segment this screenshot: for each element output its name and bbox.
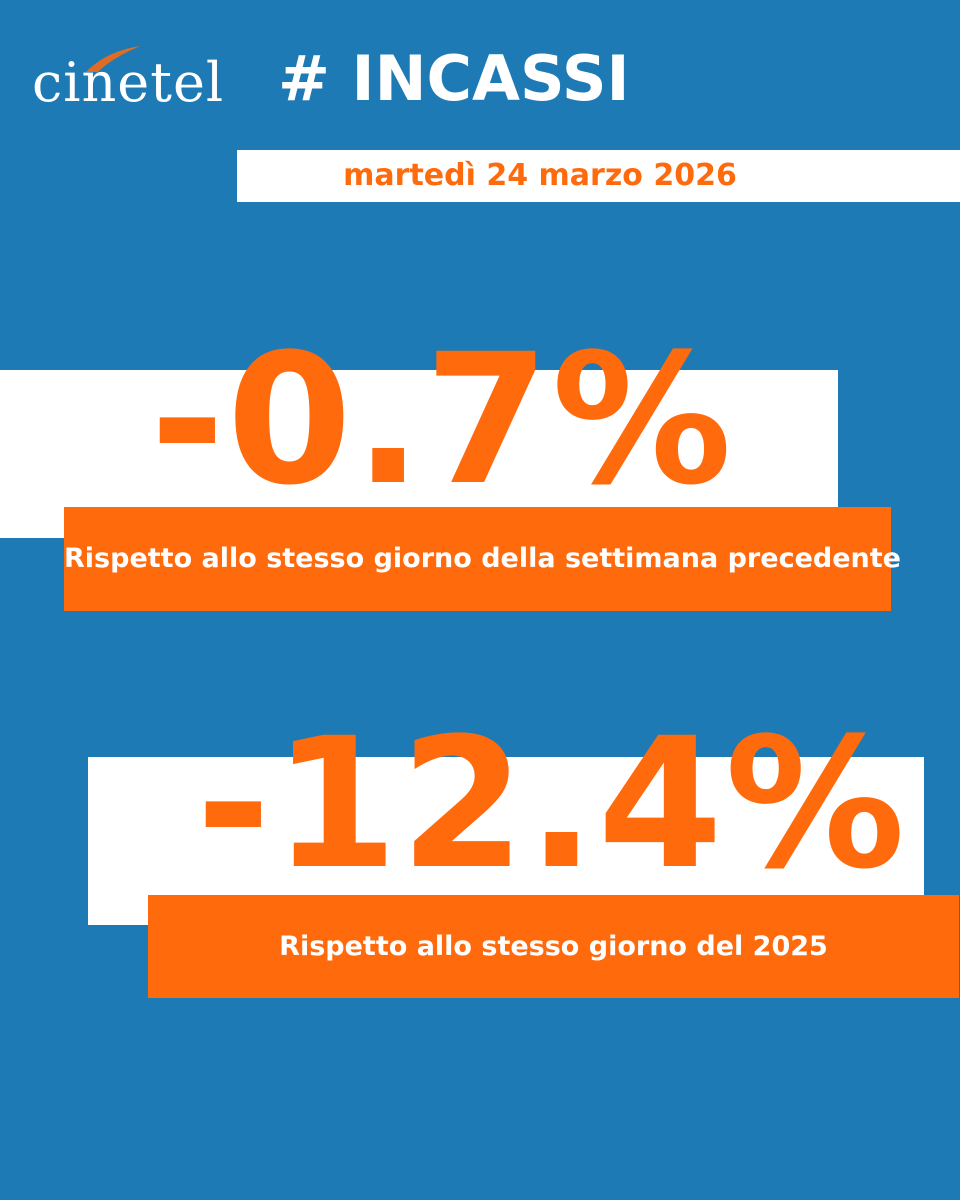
page-title: # INCASSI — [278, 42, 630, 115]
metric-value-yearly: -12.4% — [196, 700, 908, 909]
logo-swoosh-icon — [86, 46, 140, 72]
metric-label-banner-weekly — [64, 507, 891, 611]
logo-wordmark: cinetel — [32, 51, 225, 114]
date-label: martedì 24 marzo 2026 — [343, 158, 737, 193]
metric-label-weekly: Rispetto allo stesso giorno della settim… — [64, 543, 901, 574]
metric-label-yearly: Rispetto allo stesso giorno del 2025 — [279, 931, 828, 962]
date-banner — [237, 150, 960, 202]
metric-value-weekly: -0.7% — [150, 316, 734, 525]
metric-label-banner-yearly — [148, 895, 959, 998]
